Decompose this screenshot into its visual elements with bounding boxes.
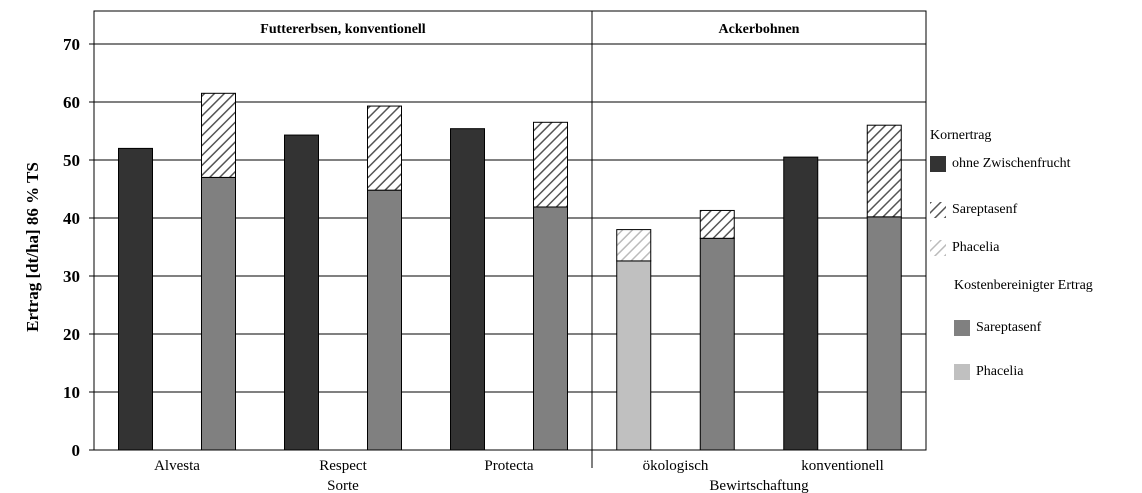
chart-labels: 0 10 20 30 40 50 60 70 Ertrag [dt/ha] 86 % TS Fut… — [23, 22, 884, 493]
legend-label-phacelia-kornertrag: Phacelia — [952, 240, 1000, 255]
y-tick-label-30: 30 — [63, 267, 80, 286]
panel-title-ackerbohnen: Ackerbohnen — [719, 22, 800, 37]
x-axis-label-ackerbohnen: Bewirtschaftung — [709, 478, 809, 493]
legend-swatch-sareptasenf-kornertrag — [930, 202, 946, 218]
legend-swatch-sareptasenf-kostenbereinigt — [954, 320, 970, 336]
legend-swatch-ohne-zwischenfrucht — [930, 156, 946, 172]
protecta-bar-2-segment-sareptasenf-kornertrag — [533, 121, 568, 208]
x-tick-label-ökologisch: ökologisch — [643, 458, 709, 474]
y-axis-label: Ertrag [dt/ha] 86 % TS — [23, 162, 42, 332]
ökologisch-bar-1-segment-phacelia-kornertrag — [616, 229, 652, 262]
ökologisch-bar-2-segment-sareptasenf-kostenbereinigter-ertrag — [699, 237, 735, 451]
respect-bar-1-segment-ohne-zwischenfrucht — [284, 134, 319, 451]
legend-label-sareptasenf-kostenbereinigt: Sareptasenf — [976, 320, 1042, 335]
legend-item-sareptasenf-kornertrag: Sareptasenf — [930, 202, 1017, 218]
respect-bar-2-segment-sareptasenf-kostenbereinigter-ertrag — [367, 189, 402, 451]
legend-label-phacelia-kostenbereinigt: Phacelia — [976, 364, 1024, 379]
alvesta-bar-2-segment-sareptasenf-kostenbereinigter-ertrag — [201, 176, 236, 451]
y-tick-label-10: 10 — [63, 383, 80, 402]
konventionell-bar-2-segment-sareptasenf-kornertrag — [866, 124, 902, 218]
ökologisch-bar-2-segment-sareptasenf-kornertrag — [699, 209, 735, 239]
plot-frame — [89, 10, 927, 468]
legend-header-kostenbereinigter-ertrag: Kostenbereinigter Ertrag — [954, 278, 1093, 293]
y-tick-label-60: 60 — [63, 93, 80, 112]
legend: Kornertrag ohne Zwischenfrucht Sareptase… — [930, 120, 1142, 390]
x-tick-label-respect: Respect — [319, 458, 367, 474]
y-tick-label-40: 40 — [63, 209, 80, 228]
x-axis-label-futtererbsen-konventionell: Sorte — [327, 478, 359, 493]
legend-item-ohne-zwischenfrucht: ohne Zwischenfrucht — [930, 156, 1071, 172]
legend-item-phacelia-kornertrag: Phacelia — [930, 240, 999, 256]
respect-bar-2-segment-sareptasenf-kornertrag — [367, 105, 402, 191]
protecta-bar-1-segment-ohne-zwischenfrucht — [450, 128, 485, 451]
legend-swatch-phacelia-kornertrag — [930, 240, 946, 256]
legend-item-phacelia-kostenbereinigt: Phacelia — [954, 364, 1023, 380]
legend-label-sareptasenf-kornertrag: Sareptasenf — [952, 202, 1018, 217]
protecta-bar-2-segment-sareptasenf-kostenbereinigter-ertrag — [533, 206, 568, 451]
y-tick-label-50: 50 — [63, 151, 80, 170]
x-tick-label-protecta: Protecta — [484, 458, 533, 474]
y-tick-label-70: 70 — [63, 35, 80, 54]
alvesta-bar-1-segment-ohne-zwischenfrucht — [118, 147, 153, 451]
legend-header-kornertrag: Kornertrag — [930, 128, 992, 143]
bars — [118, 92, 902, 451]
konventionell-bar-1-segment-ohne-zwischenfrucht — [783, 156, 819, 451]
panel-title-futtererbsen-konventionell: Futtererbsen, konventionell — [260, 22, 426, 37]
alvesta-bar-2-segment-sareptasenf-kornertrag — [201, 92, 236, 178]
y-tick-label-0: 0 — [72, 441, 81, 460]
legend-item-sareptasenf-kostenbereinigt: Sareptasenf — [954, 320, 1041, 336]
ökologisch-bar-1-segment-phacelia-kostenbereinigter-ertrag — [616, 260, 652, 451]
konventionell-bar-2-segment-sareptasenf-kostenbereinigter-ertrag — [866, 216, 902, 451]
legend-swatch-phacelia-kostenbereinigt — [954, 364, 970, 380]
x-tick-label-konventionell: konventionell — [801, 458, 884, 474]
y-tick-label-20: 20 — [63, 325, 80, 344]
x-tick-label-alvesta: Alvesta — [154, 458, 200, 474]
plot-border — [93, 10, 927, 451]
legend-label-ohne-zwischenfrucht: ohne Zwischenfrucht — [952, 156, 1071, 171]
